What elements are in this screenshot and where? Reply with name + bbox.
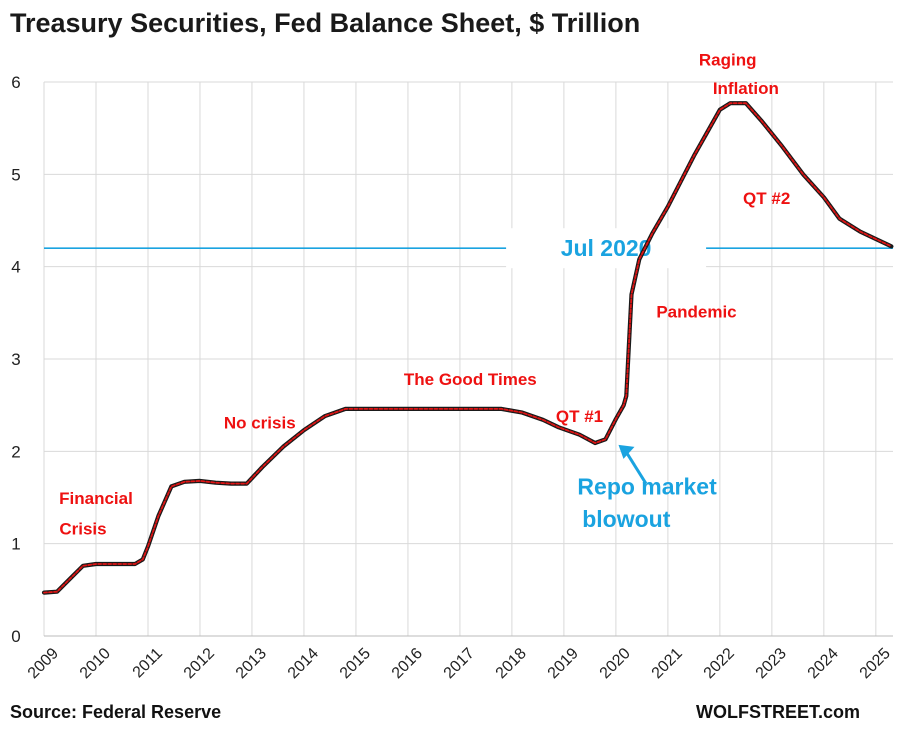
x-tick-group: 2024 [805,645,842,682]
x-tick-group: 2015 [337,645,374,682]
x-tick-label: 2024 [805,645,842,682]
y-axis-ticks: 0 1 2 3 4 5 6 [11,73,20,646]
x-tick-label: 2011 [130,645,166,681]
x-tick-label: 2015 [337,645,374,682]
annotation-label: Financial [59,489,133,508]
x-tick-label: 2023 [753,645,790,682]
x-tick-group: 2010 [77,645,114,682]
reference-label-bg [506,228,707,269]
brand-label: WOLFSTREET.com [695,702,860,722]
annotation-label: QT #1 [556,407,603,426]
x-tick-label: 2012 [181,645,218,682]
series-line-outline [41,101,894,595]
x-tick-label: 2018 [493,645,530,682]
y-tick-label: 5 [11,165,20,184]
x-tick-group: 2019 [545,645,582,682]
annotation-label: QT #2 [743,189,790,208]
y-tick-label: 3 [11,350,20,369]
x-axis-ticks: 2009 2010 2011 2012 2013 2014 2015 2016 2017 2018… [25,645,894,682]
x-tick-group: 2018 [493,645,530,682]
x-tick-group: 2022 [701,645,738,682]
x-tick-label: 2016 [389,645,426,682]
x-tick-label: 2017 [441,645,478,682]
repo-arrow-group [618,444,648,485]
x-tick-group: 2012 [181,645,218,682]
annotation-label: Inflation [713,79,779,98]
x-tick-group: 2021 [649,645,686,682]
x-tick-group: 2009 [25,645,62,682]
series-line [43,102,893,594]
repo-arrow-head [618,444,635,459]
y-tick-label: 1 [11,535,20,554]
x-tick-label: 2013 [233,645,270,682]
x-tick-group: 2017 [441,645,478,682]
reference-label: Jul 2020 [561,235,652,261]
x-tick-group: 2013 [233,645,270,682]
y-tick-label: 0 [11,627,20,646]
x-tick-label: 2014 [285,645,322,682]
annotation-label: The Good Times [404,370,537,389]
source-note: Source: Federal Reserve [10,702,222,722]
x-tick-group: 2014 [285,645,322,682]
x-tick-label: 2020 [597,645,634,682]
gridlines [43,81,893,637]
series-layer [41,101,894,595]
repo-arrow-shaft [624,450,648,485]
annotations: Financial Crisis No crisis The Good Times QT… [59,50,790,538]
reference-line-group: Jul 2020 [44,228,893,269]
chart-title: Treasury Securities, Fed Balance Sheet, … [10,8,641,38]
x-tick-group: 2023 [753,645,790,682]
x-tick-group: 2011 [130,645,166,681]
annotation-label: Repo market [577,474,717,500]
x-tick-group: 2016 [389,645,426,682]
x-tick-label: 2010 [77,645,114,682]
x-tick-label: 2021 [649,645,686,682]
annotation-label: Crisis [59,519,106,538]
x-tick-label: 2009 [25,645,62,682]
y-tick-label: 4 [11,258,20,277]
y-tick-label: 2 [11,442,20,461]
x-tick-group: 2025 [857,645,894,682]
x-tick-label: 2019 [545,645,582,682]
annotation-label: Pandemic [656,302,736,321]
x-tick-label: 2025 [857,645,894,682]
annotation-label: Raging [699,50,757,69]
annotation-label: No crisis [224,413,296,432]
x-tick-group: 2020 [597,645,634,682]
x-tick-label: 2022 [701,645,738,682]
y-tick-label: 6 [11,73,20,92]
annotation-label: blowout [582,506,670,532]
